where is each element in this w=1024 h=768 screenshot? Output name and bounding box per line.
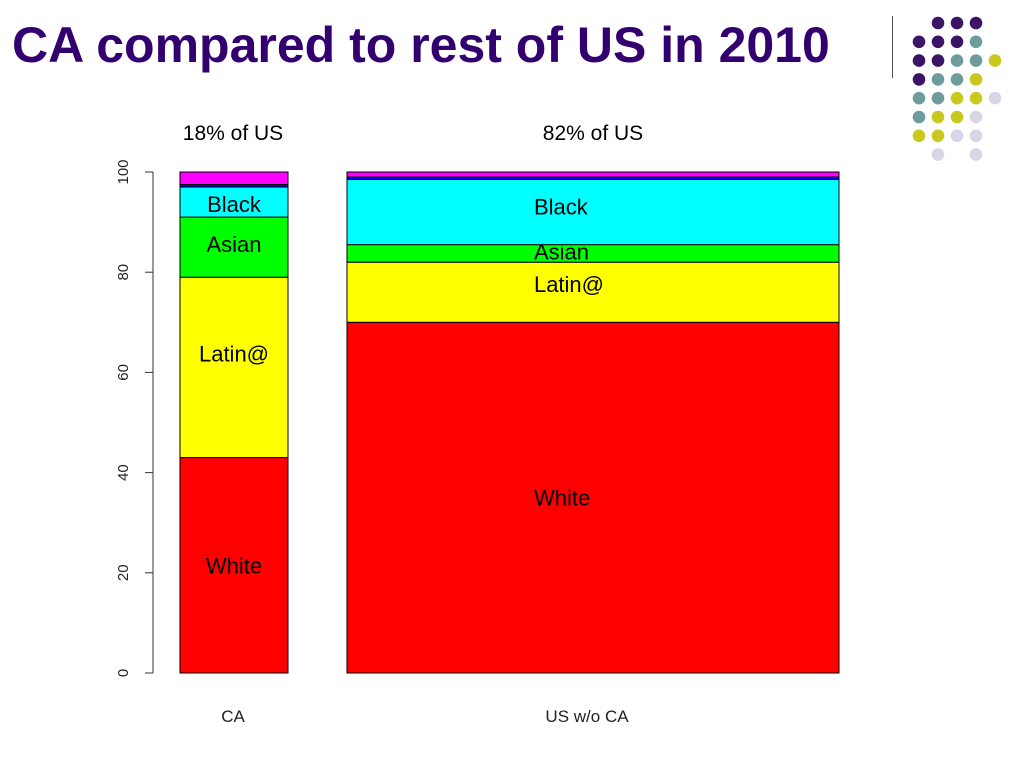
- decorative-dot-grid: [912, 16, 1002, 161]
- decorative-dot: [950, 54, 964, 67]
- segment-label: White: [534, 486, 590, 511]
- y-tick-label: 80: [115, 264, 132, 281]
- decorative-dot: [931, 16, 945, 30]
- y-axis: 0 20 40 60 80 100: [115, 159, 154, 677]
- decorative-dot: [931, 110, 945, 124]
- bar-segment: [346, 261, 840, 323]
- width-label: 18% of US: [183, 122, 283, 145]
- category-label: CA: [221, 707, 245, 726]
- bar-segment: [179, 171, 289, 186]
- segment-label: Black: [534, 195, 589, 220]
- y-tick-label: 0: [115, 669, 132, 677]
- segment-label: Asian: [206, 232, 261, 257]
- bar-column-ca: White Latin@ Asian Black: [179, 171, 289, 674]
- decorative-dot: [912, 35, 926, 49]
- decorative-dot: [931, 129, 945, 143]
- segment-label: Latin@: [534, 272, 604, 297]
- y-tick-label: 40: [115, 464, 132, 481]
- decorative-dot: [969, 110, 983, 124]
- decorative-dot: [912, 73, 926, 86]
- decorative-dot: [931, 73, 945, 86]
- bar-segment: [179, 216, 289, 278]
- decorative-dot: [988, 54, 1002, 67]
- bar-segment: [179, 186, 289, 218]
- bar-segment: [179, 276, 289, 459]
- decorative-dot: [912, 110, 926, 124]
- segment-label: White: [206, 553, 262, 578]
- decorative-dot: [950, 73, 964, 86]
- decorative-dot: [912, 129, 926, 143]
- y-tick-label: 60: [115, 364, 132, 381]
- decorative-dot: [950, 35, 964, 49]
- bar-segment: [346, 244, 840, 263]
- decorative-dot: [950, 91, 964, 105]
- decorative-dot: [931, 54, 945, 67]
- y-tick-label: 100: [115, 159, 132, 184]
- decorative-dot: [969, 35, 983, 49]
- decorative-dot: [969, 91, 983, 105]
- decorative-dot: [969, 16, 983, 30]
- title-divider: [892, 16, 893, 78]
- category-label: US w/o CA: [545, 707, 629, 726]
- bar-segment: [346, 321, 840, 674]
- width-label: 82% of US: [543, 122, 643, 145]
- decorative-dot: [950, 129, 964, 143]
- decorative-dot: [950, 110, 964, 124]
- decorative-dot: [988, 91, 1002, 105]
- decorative-dot: [931, 35, 945, 49]
- decorative-dot: [969, 54, 983, 67]
- bar-segment: [346, 179, 840, 246]
- decorative-dot: [969, 148, 983, 161]
- decorative-dot: [912, 91, 926, 105]
- decorative-dot: [912, 54, 926, 67]
- decorative-dot: [969, 129, 983, 143]
- bar-segment: [179, 457, 289, 674]
- bar-segment: [346, 171, 840, 178]
- decorative-dot: [969, 73, 983, 86]
- slide-title: CA compared to rest of US in 2010: [12, 17, 830, 73]
- y-tick-label: 20: [115, 564, 132, 581]
- segment-label: Black: [207, 192, 262, 217]
- decorative-dot: [950, 16, 964, 30]
- decorative-dot: [931, 148, 945, 161]
- segment-label: Latin@: [199, 341, 269, 366]
- decorative-dot: [931, 91, 945, 105]
